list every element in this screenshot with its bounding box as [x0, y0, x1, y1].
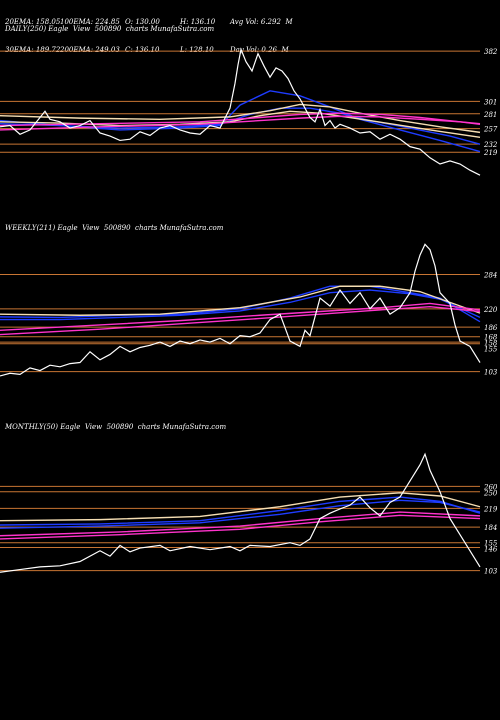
ema-line: [0, 492, 481, 522]
indicator-row-1: 20EMA: 158.05 100EMA: 224.85 O: 130.00 H: 1…: [5, 18, 500, 28]
ema-line: [0, 110, 481, 139]
ema-line: [0, 103, 481, 134]
level-label: 146: [484, 546, 498, 554]
weekly-panel: WEEKLY(211) Eagle View 500890 charts Mun…: [0, 224, 500, 394]
level-label: 219: [483, 505, 498, 513]
ema-line: [0, 514, 481, 540]
ema-line: [0, 285, 481, 323]
monthly-panel: MONTHLY(50) Eagle View 500890 charts Mun…: [0, 423, 500, 593]
indicator-row1-2: O: 130.00: [125, 18, 160, 26]
indicator-header: 20EMA: 158.05 100EMA: 224.85 O: 130.00 H: 1…: [5, 0, 500, 54]
indicator-row1-4: Avg Vol: 6.292 M: [230, 18, 293, 26]
daily-panel: DAILY(250) Eagle View 500890 charts Muna…: [0, 25, 500, 205]
level-label: 250: [483, 489, 498, 497]
level-label: 232: [483, 141, 498, 149]
level-label: 281: [483, 111, 497, 119]
indicator-row2-3: L: 128.10: [180, 46, 214, 54]
level-label: 220: [483, 306, 498, 314]
indicator-row1-3: H: 136.10: [180, 18, 216, 26]
ema-line: [0, 305, 481, 336]
monthly-title: MONTHLY(50) Eagle View 500890 charts Mun…: [5, 423, 227, 431]
ema-line: [0, 115, 481, 131]
ema-line: [0, 499, 481, 529]
indicator-row2-4: Day Vol: 0.26 M: [230, 46, 289, 54]
level-label: 284: [483, 271, 497, 279]
level-label: 184: [484, 524, 497, 532]
price-line: [0, 243, 481, 377]
level-label: 219: [483, 149, 498, 157]
level-label: 301: [484, 98, 497, 106]
level-label: 103: [484, 568, 498, 576]
level-label: 257: [483, 126, 498, 134]
ema-line: [0, 289, 481, 321]
ema-line: [0, 112, 481, 127]
level-label: 186: [484, 324, 498, 332]
level-label: 158: [484, 340, 498, 348]
ema-line: [0, 511, 481, 537]
indicator-row2-0: 30EMA: 189.72: [5, 46, 61, 54]
indicator-row2-2: C: 136.10: [125, 46, 160, 54]
level-label: 155: [484, 540, 498, 548]
level-label: 382: [484, 48, 498, 56]
indicator-row1-1: 100EMA: 224.85: [60, 18, 120, 26]
indicator-row1-0: 20EMA: 158.05: [5, 18, 61, 26]
level-label: 155: [484, 346, 498, 354]
ema-line: [0, 285, 481, 316]
level-label: 103: [484, 369, 498, 377]
weekly-title: WEEKLY(211) Eagle View 500890 charts Mun…: [5, 224, 224, 232]
level-label: 168: [484, 334, 498, 342]
indicator-row2-1: 200EMA: 249.03: [60, 46, 120, 54]
ema-line: [0, 90, 481, 153]
daily-title: DAILY(250) Eagle View 500890 charts Muna…: [5, 25, 215, 33]
price-line: [0, 47, 481, 176]
ema-line: [0, 496, 481, 526]
ema-line: [0, 302, 481, 331]
indicator-row-2: 30EMA: 189.72 200EMA: 249.03 C: 136.10 L: 1…: [5, 46, 500, 56]
level-label: 260: [483, 483, 498, 491]
price-line: [0, 452, 481, 573]
